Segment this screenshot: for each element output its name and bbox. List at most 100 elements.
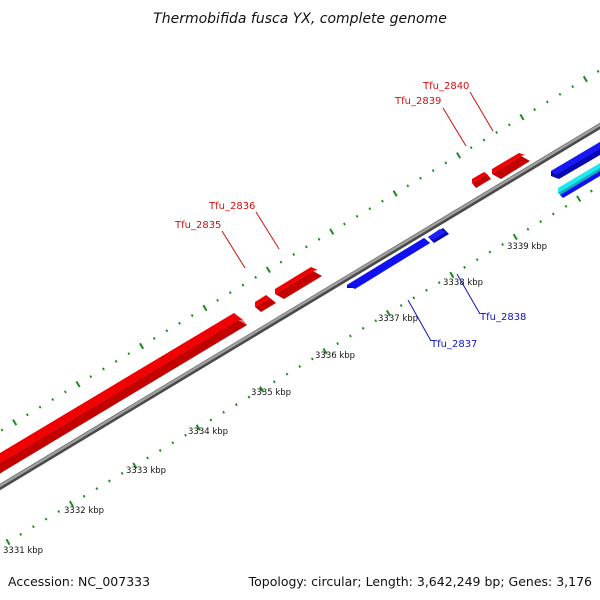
inner-major-tick xyxy=(195,424,201,431)
inner-minor-tick xyxy=(95,487,99,491)
scale-labels: 3331 kbp 3332 kbp 3333 kbp 3334 kbp 3335… xyxy=(3,242,547,556)
outer-minor-tick xyxy=(545,100,549,104)
outer-minor-tick xyxy=(431,169,435,173)
inner-major-tick xyxy=(322,347,328,355)
gene-arrow-reverse-right[interactable] xyxy=(551,142,600,179)
outer-minor-tick xyxy=(495,130,498,134)
inner-minor-tick xyxy=(488,250,492,254)
blue-feature-below-cyan[interactable] xyxy=(560,171,600,198)
outer-minor-tick xyxy=(343,222,346,226)
outer-minor-tick xyxy=(114,359,118,363)
gene-label-tfu-2837[interactable]: Tfu_2837 xyxy=(430,339,477,350)
inner-minor-tick xyxy=(310,357,314,361)
scale-label-3337: 3337 kbp xyxy=(378,314,418,324)
scale-label-3335: 3335 kbp xyxy=(251,388,291,398)
gene-arrow-tfu-2838[interactable] xyxy=(428,228,449,243)
outer-minor-tick xyxy=(419,176,422,180)
inner-minor-tick xyxy=(247,395,251,399)
outer-minor-tick xyxy=(279,260,283,264)
inner-minor-tick xyxy=(425,288,428,292)
inner-minor-tick xyxy=(374,319,378,323)
gene-arrow-tfu-2839[interactable] xyxy=(472,172,491,188)
gene-arrow-tfu-2837[interactable] xyxy=(347,238,430,289)
inner-minor-tick xyxy=(475,258,479,262)
scale-label-3336: 3336 kbp xyxy=(315,351,355,361)
scale-label-3333: 3333 kbp xyxy=(126,466,166,476)
outer-minor-tick xyxy=(304,245,308,249)
accession-text: Accession: NC_007333 xyxy=(8,574,150,589)
outer-minor-tick xyxy=(571,85,575,89)
scale-label-3338: 3338 kbp xyxy=(443,278,483,288)
outer-minor-tick xyxy=(190,314,194,318)
gene-arrow-tfu-2835[interactable] xyxy=(0,313,247,477)
outer-minor-tick xyxy=(25,413,29,417)
outer-major-tick xyxy=(12,419,18,426)
inner-minor-tick xyxy=(399,304,403,307)
leader-line-tfu-2839 xyxy=(442,107,467,147)
inner-major-tick xyxy=(512,233,518,241)
outer-major-tick xyxy=(519,113,525,121)
leader-line-tfu-2836 xyxy=(255,211,280,250)
outer-minor-tick xyxy=(558,92,562,96)
scale-label-3339: 3339 kbp xyxy=(507,242,547,252)
outer-tick-track xyxy=(0,69,600,432)
inner-minor-tick xyxy=(361,326,365,330)
outer-major-tick xyxy=(265,266,271,274)
cyan-feature-arrow[interactable] xyxy=(558,163,600,196)
outer-major-tick xyxy=(75,380,81,388)
gene-label-tfu-2835[interactable]: Tfu_2835 xyxy=(174,220,221,231)
inner-minor-tick xyxy=(336,342,340,346)
leader-line-tfu-2835 xyxy=(221,230,246,269)
inner-minor-tick xyxy=(463,265,466,269)
genome-backbone xyxy=(0,122,600,491)
outer-minor-tick xyxy=(152,336,156,340)
outer-major-tick xyxy=(582,75,588,83)
outer-minor-tick xyxy=(469,146,473,150)
inner-minor-tick xyxy=(272,380,276,384)
outer-minor-tick xyxy=(482,138,486,142)
scale-label-3334: 3334 kbp xyxy=(188,427,228,437)
inner-minor-tick xyxy=(146,456,149,460)
inner-minor-tick xyxy=(31,525,35,529)
outer-major-tick xyxy=(392,190,398,197)
gene-label-tfu-2838[interactable]: Tfu_2838 xyxy=(479,312,526,323)
outer-minor-tick xyxy=(216,298,219,302)
leader-line-tfu-2837 xyxy=(407,299,432,342)
inner-minor-tick xyxy=(158,448,162,452)
inner-major-tick xyxy=(259,386,265,393)
inner-minor-tick xyxy=(222,410,225,414)
inner-minor-tick xyxy=(209,418,213,422)
leader-line-tfu-2840 xyxy=(469,91,494,132)
gene-label-tfu-2840[interactable]: Tfu_2840 xyxy=(422,81,469,92)
outer-major-tick xyxy=(202,304,208,312)
gene-arrow-tfu-2836[interactable] xyxy=(275,267,322,299)
scale-label-3331: 3331 kbp xyxy=(3,546,43,556)
gene-label-tfu-2836[interactable]: Tfu_2836 xyxy=(208,201,255,212)
gene-arrow-tfu-2840[interactable] xyxy=(492,153,530,179)
inner-minor-tick xyxy=(539,220,543,224)
map-title: Thermobifida fusca YX, complete genome xyxy=(153,11,447,27)
gene-labels: Tfu_2835 Tfu_2836 Tfu_2837 Tfu_2838 Tfu_… xyxy=(174,81,526,350)
outer-minor-tick xyxy=(0,428,4,432)
gene-label-tfu-2839[interactable]: Tfu_2839 xyxy=(394,96,441,107)
outer-minor-tick xyxy=(368,207,372,211)
inner-major-tick xyxy=(132,462,138,469)
outer-minor-tick xyxy=(533,108,537,112)
outer-major-tick xyxy=(329,228,335,235)
inner-minor-tick xyxy=(526,227,530,231)
genome-stats-text: Topology: circular; Length: 3,642,249 bp… xyxy=(248,574,592,589)
inner-minor-tick xyxy=(551,212,555,216)
outer-minor-tick xyxy=(406,184,410,188)
outer-minor-tick xyxy=(355,214,359,218)
outer-major-tick xyxy=(456,152,462,159)
inner-minor-tick xyxy=(82,494,86,498)
leader-line-tfu-2838 xyxy=(456,273,481,315)
inner-minor-tick xyxy=(184,433,187,437)
inner-minor-tick xyxy=(564,204,568,208)
inner-minor-tick xyxy=(501,242,504,246)
reverse-strand-genes xyxy=(347,142,600,289)
gene-arrow-tfu-2836-small[interactable] xyxy=(255,295,276,312)
inner-minor-tick xyxy=(234,403,238,407)
outer-minor-tick xyxy=(241,283,245,287)
